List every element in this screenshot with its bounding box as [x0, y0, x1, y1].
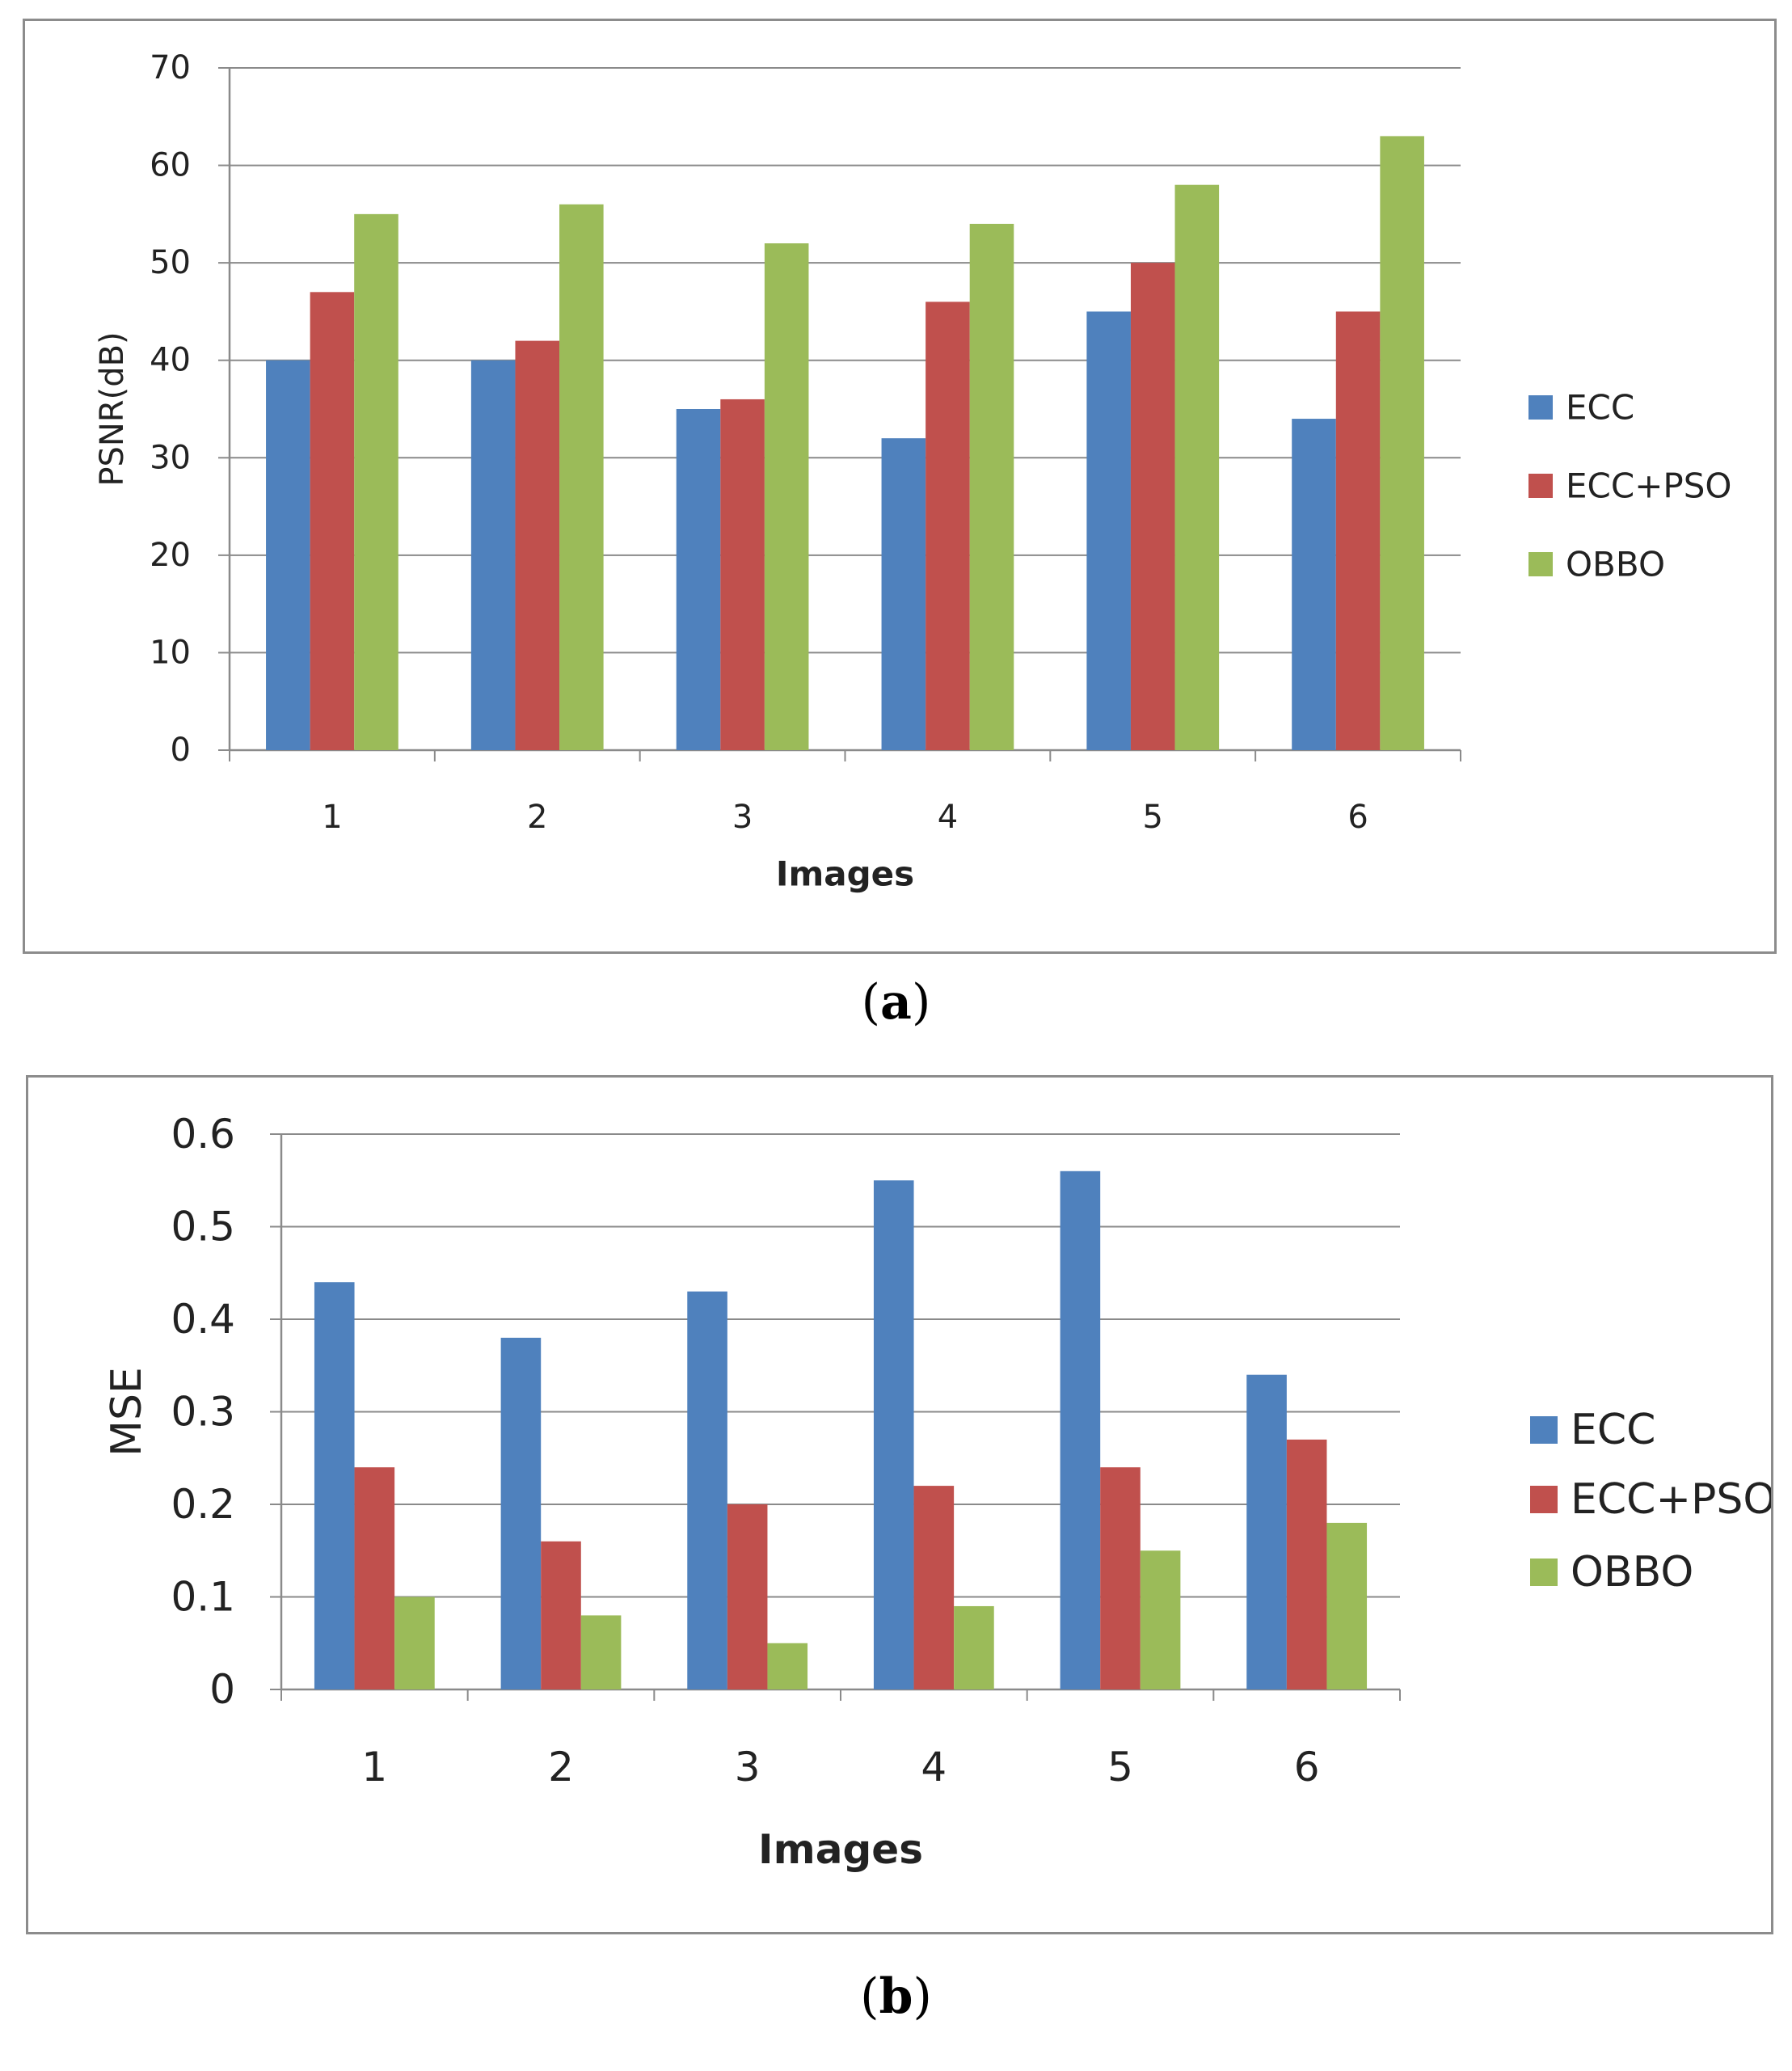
psnr-bar-chart: 0 10 20 30 40 50 60 70 1 2 3 4 5 6 Images PSNR(dB) ECC EC…	[94, 49, 1731, 894]
y-tick-label: 0.4	[171, 1296, 235, 1343]
bar-ecc-pso-3	[720, 399, 765, 750]
legend-swatch	[1528, 474, 1553, 498]
bar-obbo-4	[954, 1605, 994, 1689]
y-tick-label: 0.2	[171, 1481, 235, 1528]
bar-ecc-pso-5	[1130, 263, 1175, 751]
x-tick-label: 1	[322, 799, 342, 836]
legend-label: ECC	[1566, 388, 1634, 428]
bar-ecc-3	[687, 1291, 727, 1689]
y-axis-title: PSNR(dB)	[94, 331, 131, 486]
y-tick-label: 0.3	[171, 1389, 235, 1436]
bar-obbo-5	[1140, 1550, 1181, 1689]
legend-swatch	[1528, 552, 1553, 576]
legend-swatch	[1530, 1559, 1558, 1586]
y-tick-label: 0	[209, 1666, 235, 1713]
y-tick-label: 30	[150, 439, 191, 476]
bar-ecc-pso-6	[1286, 1439, 1327, 1689]
y-tick-label: 0.1	[171, 1574, 235, 1621]
x-tick-label: 1	[361, 1744, 387, 1791]
bar-ecc-1	[314, 1282, 355, 1689]
bar-ecc-pso-2	[541, 1541, 581, 1689]
y-tick-label: 0.5	[171, 1204, 235, 1251]
bar-obbo-5	[1174, 184, 1220, 750]
bar-ecc-6	[1246, 1374, 1287, 1689]
bar-ecc-pso-3	[727, 1504, 768, 1689]
bar-ecc-pso-6	[1335, 311, 1381, 750]
bar-obbo-3	[767, 1643, 808, 1689]
bar-ecc-4	[881, 438, 926, 750]
bar-ecc-pso-4	[913, 1486, 955, 1689]
bar-obbo-4	[969, 223, 1014, 750]
legend-label: ECC	[1571, 1406, 1655, 1454]
y-tick-label: 20	[150, 537, 191, 574]
bar-ecc-1	[266, 360, 310, 750]
bar-ecc-5	[1086, 311, 1131, 750]
x-tick-label: 3	[735, 1744, 761, 1791]
y-tick-label: 70	[150, 49, 191, 86]
caption-b: (b)	[860, 1968, 932, 2025]
legend-label: ECC+PSO	[1571, 1475, 1771, 1524]
bar-ecc-4	[873, 1180, 914, 1689]
x-tick-label: 5	[1143, 799, 1163, 836]
bar-obbo-3	[764, 243, 809, 750]
bar-obbo-2	[580, 1615, 622, 1689]
legend-label: OBBO	[1571, 1548, 1693, 1596]
x-tick-label: 4	[938, 799, 958, 836]
y-tick-label: 0	[171, 732, 191, 769]
x-tick-label: 5	[1107, 1744, 1133, 1791]
bar-ecc-2	[500, 1337, 542, 1689]
chart-panel-psnr: 0 10 20 30 40 50 60 70 1 2 3 4 5 6 Images PSNR(dB) ECC EC…	[23, 19, 1777, 954]
x-tick-label: 3	[732, 799, 753, 836]
bar-obbo-6	[1380, 136, 1424, 750]
x-tick-label: 2	[548, 1744, 574, 1791]
x-tick-label: 2	[527, 799, 547, 836]
caption-a: (a)	[861, 974, 931, 1031]
legend-swatch	[1528, 395, 1553, 420]
bar-ecc-pso-4	[926, 302, 970, 750]
bar-ecc-6	[1292, 419, 1336, 750]
x-axis-title: Images	[776, 854, 914, 894]
y-tick-label: 10	[150, 634, 191, 671]
bar-ecc-pso-5	[1100, 1467, 1141, 1689]
y-tick-label: 40	[150, 342, 191, 379]
bar-ecc-pso-1	[354, 1467, 395, 1689]
bar-obbo-6	[1326, 1522, 1368, 1689]
chart-panel-mse: 0 0.1 0.2 0.3 0.4 0.5 0.6 1 2 3 4 5 6 Images MSE ECC ECC…	[26, 1075, 1773, 1934]
y-tick-label: 60	[150, 147, 191, 184]
bar-ecc-pso-2	[515, 340, 560, 750]
bar-ecc-pso-1	[310, 292, 355, 750]
y-tick-label: 50	[150, 244, 191, 281]
y-axis-title: MSE	[103, 1367, 151, 1457]
x-tick-label: 6	[1347, 799, 1368, 836]
x-axis-title: Images	[758, 1826, 923, 1873]
legend-swatch	[1530, 1416, 1558, 1444]
mse-bar-chart: 0 0.1 0.2 0.3 0.4 0.5 0.6 1 2 3 4 5 6 Images MSE ECC ECC…	[103, 1111, 1771, 1873]
bar-obbo-1	[394, 1596, 435, 1689]
bar-obbo-2	[559, 204, 604, 751]
x-tick-label: 6	[1294, 1744, 1320, 1791]
legend-label: OBBO	[1566, 545, 1665, 584]
legend-label: ECC+PSO	[1566, 466, 1731, 506]
bar-obbo-1	[354, 213, 398, 750]
bar-ecc-5	[1060, 1170, 1101, 1689]
legend-swatch	[1530, 1486, 1558, 1513]
y-tick-label: 0.6	[171, 1111, 235, 1158]
bar-ecc-3	[676, 409, 721, 750]
bar-ecc-2	[470, 360, 516, 750]
x-tick-label: 4	[921, 1744, 947, 1791]
